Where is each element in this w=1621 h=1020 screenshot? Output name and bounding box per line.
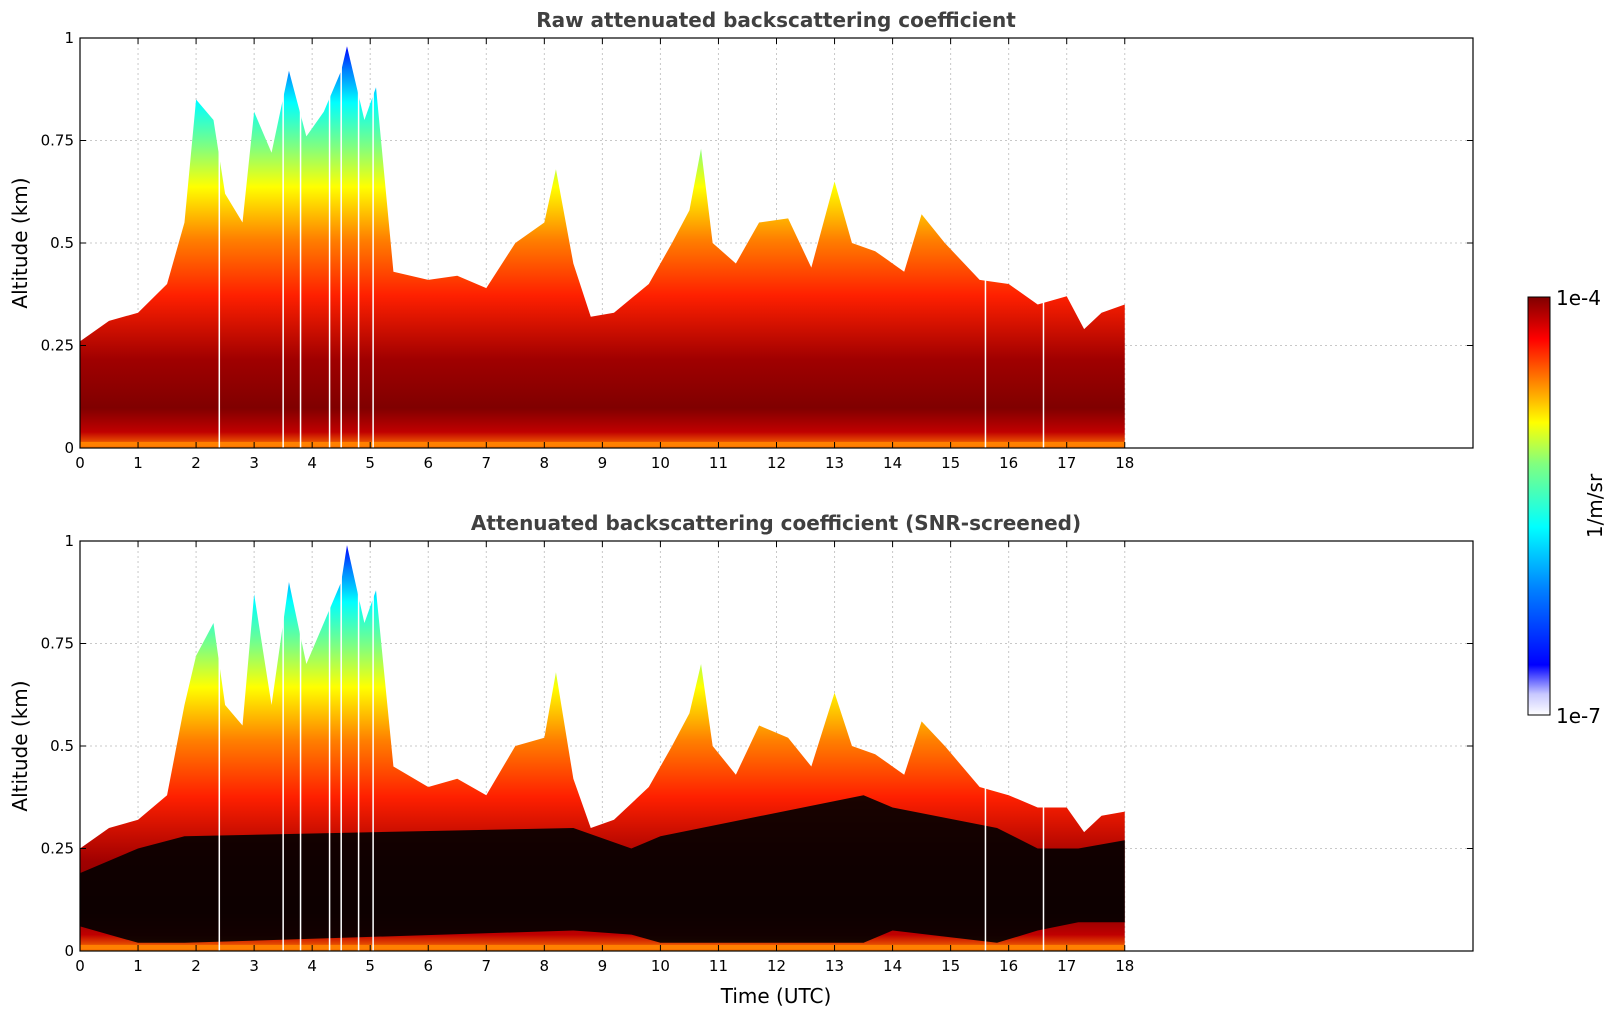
x-tick-label: 4 [307,454,317,472]
x-tick-label: 18 [1115,957,1134,975]
x-tick-label: 10 [651,957,670,975]
y-tick-label: 0.5 [50,737,74,755]
x-tick-label: 11 [709,454,728,472]
x-tick-label: 14 [883,454,902,472]
y-axis-label: Altitude (km) [8,680,32,811]
x-tick-label: 8 [540,957,550,975]
colorbar-unit-label: 1/m/sr [1583,473,1607,538]
y-tick-label: 0.25 [41,840,74,858]
x-tick-label: 7 [482,957,492,975]
x-tick-label: 16 [999,957,1018,975]
x-axis-label: Time (UTC) [720,984,832,1008]
panel-raw: Raw attenuated backscattering coefficien… [8,8,1474,472]
x-tick-label: 6 [423,454,433,472]
backscatter-field [80,46,1125,448]
x-tick-label: 2 [191,454,201,472]
x-tick-label: 5 [365,957,375,975]
y-tick-label: 0 [64,439,74,457]
x-tick-label: 15 [941,957,960,975]
x-tick-label: 17 [1057,454,1076,472]
x-tick-label: 1 [133,957,143,975]
x-tick-label: 12 [767,957,786,975]
y-tick-label: 1 [64,29,74,47]
x-tick-label: 2 [191,957,201,975]
x-tick-label: 11 [709,957,728,975]
y-tick-label: 0 [64,942,74,960]
panel-title: Raw attenuated backscattering coefficien… [536,8,1016,32]
y-tick-label: 0.75 [41,635,74,653]
x-tick-label: 5 [365,454,375,472]
x-tick-label: 8 [540,454,550,472]
x-tick-label: 14 [883,957,902,975]
x-tick-label: 15 [941,454,960,472]
x-tick-label: 3 [249,957,259,975]
x-tick-label: 9 [598,957,608,975]
x-tick-label: 4 [307,957,317,975]
x-tick-label: 16 [999,454,1018,472]
y-tick-label: 0.25 [41,337,74,355]
x-axis: 0 1 2 3 4 5 6 7 8 9 10 11 12 13 14 15 16 17 18 [75,541,1134,975]
y-axis-label: Altitude (km) [8,177,32,308]
x-tick-label: 13 [825,454,844,472]
x-tick-label: 3 [249,454,259,472]
y-axis: 0 0.25 0.5 0.75 1 [41,532,1473,960]
colorbar-min-label: 1e-7 [1556,704,1601,728]
x-tick-label: 7 [482,454,492,472]
x-tick-label: 0 [75,454,85,472]
colorbar: 1e-4 1e-7 1/m/sr [1527,286,1607,728]
colorbar-max-label: 1e-4 [1556,286,1601,310]
x-tick-label: 6 [423,957,433,975]
y-tick-label: 0.5 [50,234,74,252]
x-tick-label: 10 [651,454,670,472]
panel-screened: Attenuated backscattering coefficient (S… [8,511,1474,1008]
x-tick-label: 18 [1115,454,1134,472]
y-tick-label: 1 [64,532,74,550]
x-tick-label: 0 [75,957,85,975]
x-tick-label: 17 [1057,957,1076,975]
panel-title: Attenuated backscattering coefficient (S… [471,511,1081,535]
y-tick-label: 0.75 [41,132,74,150]
x-tick-label: 1 [133,454,143,472]
x-tick-label: 9 [598,454,608,472]
colorbar-gradient [1527,296,1551,716]
y-axis: 0 0.25 0.5 0.75 1 [41,29,1473,457]
x-tick-label: 12 [767,454,786,472]
x-tick-label: 13 [825,957,844,975]
x-axis: 0 1 2 3 4 5 6 7 8 9 10 11 12 13 14 15 16 17 18 [75,38,1134,472]
